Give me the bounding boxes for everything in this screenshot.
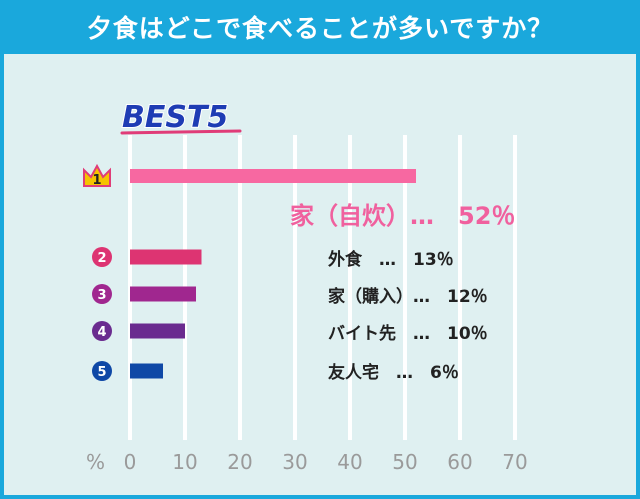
best5-title: BEST5 bbox=[122, 100, 228, 135]
rank-badge bbox=[92, 284, 112, 304]
tick-label: 40 bbox=[337, 450, 362, 474]
chart-question-title: 夕食はどこで食べることが多いですか？ bbox=[86, 14, 554, 43]
bar bbox=[130, 169, 416, 183]
chart-title-banner: 夕食はどこで食べることが多いですか？ bbox=[0, 0, 640, 54]
rank-number: 5 bbox=[97, 365, 106, 380]
crown-icon bbox=[83, 163, 111, 187]
rank-number: 3 bbox=[97, 288, 106, 303]
bar bbox=[130, 286, 196, 302]
data-label: 家（自炊）… 52％ bbox=[290, 202, 515, 230]
rank-badge bbox=[92, 247, 112, 267]
rank-badge bbox=[92, 321, 112, 341]
bar bbox=[130, 249, 202, 265]
best5-underline bbox=[120, 129, 242, 135]
tick-label: 70 bbox=[502, 450, 527, 474]
data-label: 友人宅 … 6％ bbox=[328, 362, 459, 383]
rank-number: 2 bbox=[97, 251, 106, 266]
rank-number: 1 bbox=[92, 173, 101, 188]
axis-unit-label: % bbox=[86, 450, 105, 474]
data-label: 外食 … 13％ bbox=[328, 249, 454, 270]
tick-label: 20 bbox=[227, 450, 252, 474]
rank-badge bbox=[92, 361, 112, 381]
bar bbox=[130, 323, 185, 339]
rank-number: 4 bbox=[97, 325, 106, 340]
tick-label: 30 bbox=[282, 450, 307, 474]
tick-label: 50 bbox=[392, 450, 417, 474]
tick-label: 0 bbox=[124, 450, 137, 474]
tick-label: 10 bbox=[172, 450, 197, 474]
tick-label: 60 bbox=[447, 450, 472, 474]
chart-frame bbox=[0, 54, 640, 499]
data-label: バイト先 … 10％ bbox=[328, 323, 488, 344]
data-label: 家（購入）… 12％ bbox=[328, 286, 488, 307]
bar bbox=[130, 363, 163, 379]
